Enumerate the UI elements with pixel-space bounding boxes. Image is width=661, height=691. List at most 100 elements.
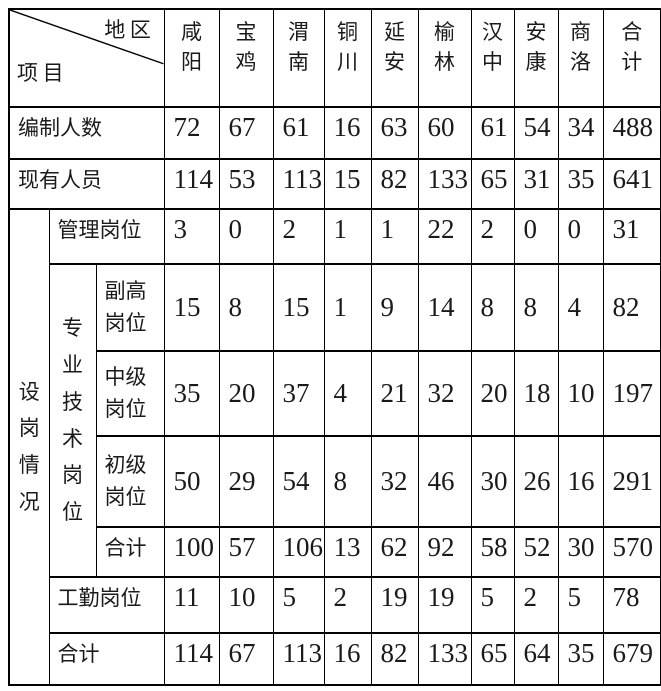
data-cell: 197 [602,350,661,437]
data-cell: 5 [557,576,604,634]
data-cell: 15 [272,263,325,352]
region-header: 安康 [513,8,559,108]
region-header-label: 商洛 [569,20,591,74]
data-cell: 62 [370,526,419,578]
data-cell: 488 [602,106,661,160]
data-cell: 8 [323,435,372,528]
data-cell: 0 [557,208,604,265]
data-cell: 113 [272,632,325,686]
data-cell: 67 [218,106,274,160]
data-cell: 37 [272,350,325,437]
data-cell: 54 [513,106,559,160]
data-cell: 2 [513,576,559,634]
data-cell: 34 [557,106,604,160]
region-header-label: 延安 [383,20,405,74]
data-cell: 92 [417,526,472,578]
row-label-zjheji: 合计 [95,526,165,578]
region-header: 渭南 [272,8,325,108]
region-header-label: 宝鸡 [235,20,257,74]
data-cell: 61 [272,106,325,160]
data-cell: 114 [163,158,220,210]
region-header: 商洛 [557,8,604,108]
data-cell: 16 [557,435,604,528]
region-header-label: 汉中 [481,20,503,74]
row-label-fugao: 副高岗位 [95,263,165,352]
data-cell: 1 [370,208,419,265]
data-cell: 19 [370,576,419,634]
data-cell: 291 [602,435,661,528]
data-cell: 46 [417,435,472,528]
staffing-table: 地区 项目 咸阳 宝鸡 渭南 铜川 延安 榆林 汉中 安康 商洛 合计 编制人数 72 67 61 16… [8,8,661,686]
data-cell: 57 [218,526,274,578]
data-cell: 2 [323,576,372,634]
data-cell: 82 [602,263,661,352]
data-cell: 67 [218,632,274,686]
data-cell: 32 [417,350,472,437]
group-label-zhuanye-text: 专业技术岗位 [61,316,83,524]
data-cell: 65 [470,158,515,210]
data-cell: 64 [513,632,559,686]
data-cell: 82 [370,632,419,686]
data-cell: 5 [470,576,515,634]
diagonal-line-icon [10,10,164,106]
header-row: 地区 项目 咸阳 宝鸡 渭南 铜川 延安 榆林 汉中 安康 商洛 合计 [8,8,661,108]
data-cell: 2 [470,208,515,265]
data-cell: 20 [218,350,274,437]
data-cell: 11 [163,576,220,634]
data-cell: 114 [163,632,220,686]
row-label-zhongji: 中级岗位 [95,350,165,437]
data-cell: 35 [163,350,220,437]
region-header-label: 安康 [525,20,547,74]
data-cell: 113 [272,158,325,210]
data-cell: 52 [513,526,559,578]
region-header-label: 咸阳 [180,20,202,74]
row-label-gongqin: 工勤岗位 [48,576,165,634]
data-cell: 641 [602,158,661,210]
data-cell: 31 [513,158,559,210]
data-cell: 15 [163,263,220,352]
data-cell: 14 [417,263,472,352]
data-cell: 63 [370,106,419,160]
data-cell: 0 [218,208,274,265]
row-label-chuji: 初级岗位 [95,435,165,528]
corner-label-item: 项目 [17,61,69,85]
data-cell: 4 [323,350,372,437]
data-cell: 15 [323,158,372,210]
row-label-bianzhi: 编制人数 [8,106,165,160]
data-cell: 2 [272,208,325,265]
region-header: 宝鸡 [218,8,274,108]
group-label-shegang: 设岗情况 [8,208,50,686]
table-row-fugao: 专业技术岗位 副高岗位 15 8 15 1 9 14 8 8 4 82 [9,263,661,578]
region-header: 咸阳 [163,8,220,108]
data-cell: 26 [513,435,559,528]
data-cell: 78 [602,576,661,634]
data-cell: 60 [417,106,472,160]
table-row-zhongji: 中级岗位 35 20 37 4 21 32 20 18 10 197 [9,350,661,437]
data-cell: 13 [323,526,372,578]
data-cell: 570 [602,526,661,578]
data-cell: 29 [218,435,274,528]
data-cell: 18 [513,350,559,437]
data-cell: 35 [557,158,604,210]
region-header: 汉中 [470,8,515,108]
data-cell: 5 [272,576,325,634]
data-cell: 53 [218,158,274,210]
region-header-label: 渭南 [287,20,309,74]
table-row-gongqin: 工勤岗位 11 10 5 2 19 19 5 2 5 78 [9,576,661,634]
data-cell: 16 [323,106,372,160]
data-cell: 133 [417,158,472,210]
data-cell: 1 [323,208,372,265]
group-label-zhuanye: 专业技术岗位 [48,263,97,578]
data-cell: 30 [557,526,604,578]
data-cell: 106 [272,526,325,578]
data-cell: 16 [323,632,372,686]
group-label-shegang-text: 设岗情况 [18,379,40,514]
data-cell: 35 [557,632,604,686]
data-cell: 10 [557,350,604,437]
data-cell: 50 [163,435,220,528]
data-cell: 8 [470,263,515,352]
data-cell: 58 [470,526,515,578]
data-cell: 31 [602,208,661,265]
data-cell: 82 [370,158,419,210]
